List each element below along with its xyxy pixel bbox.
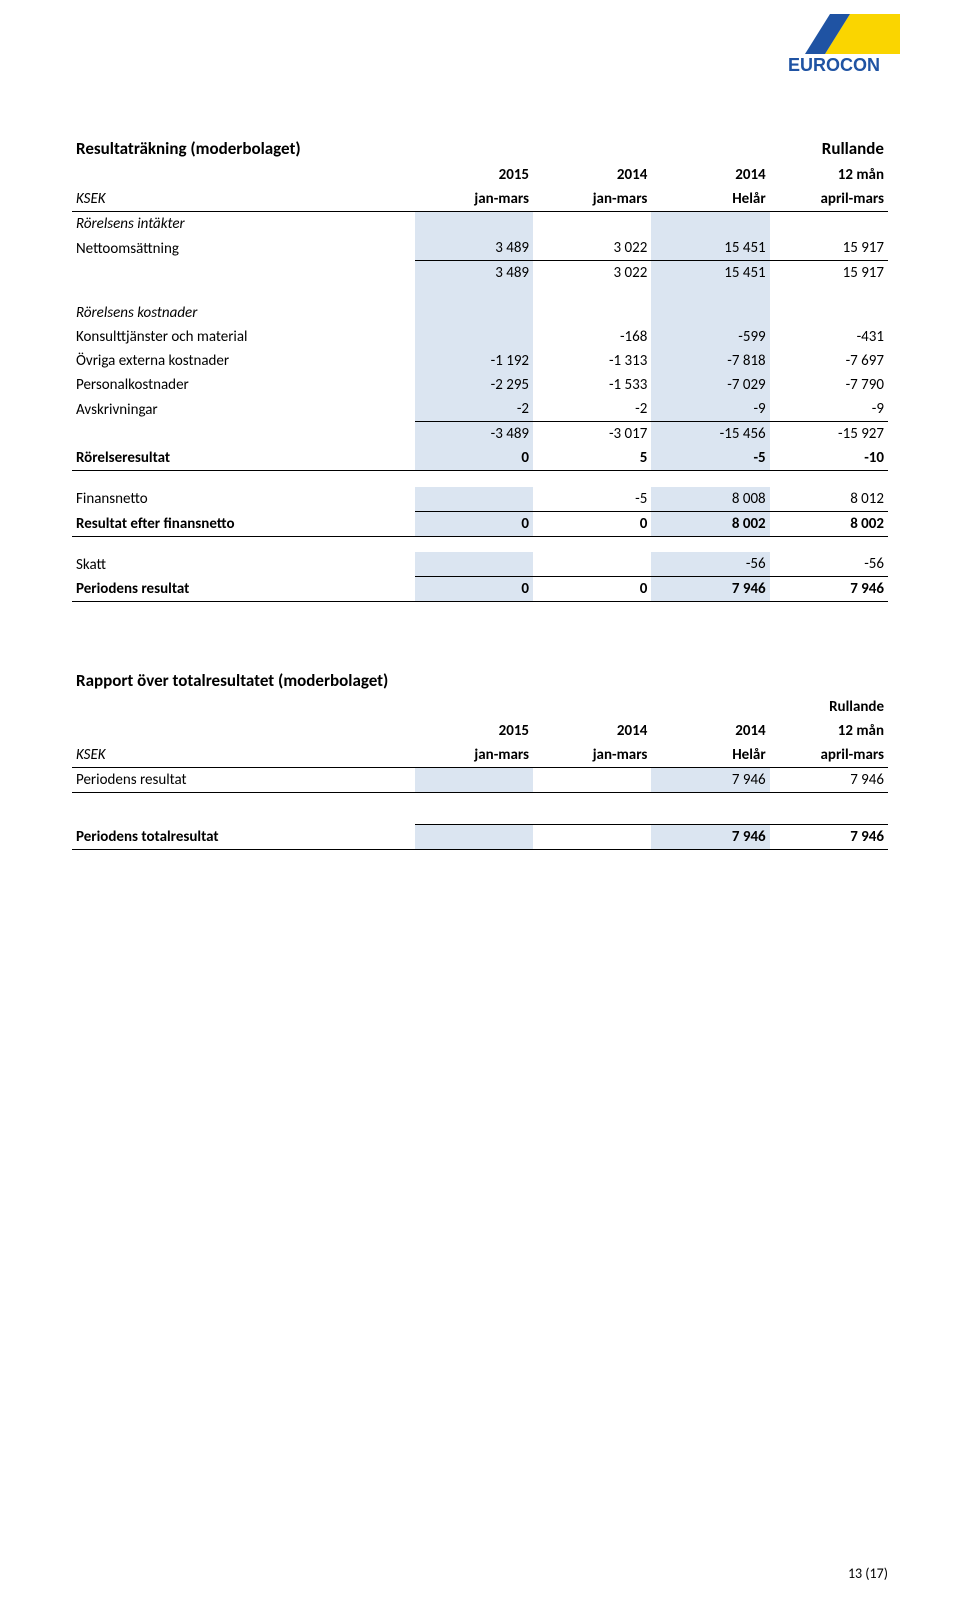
resultat-efter-finansnetto-row: Resultat efter finansnetto — [72, 511, 415, 536]
periodens-totalresultat-row: Periodens totalresultat — [72, 825, 415, 850]
t1-title: Resultaträkning (moderbolaget) — [72, 130, 415, 163]
periodens-resultat-row: Periodens resultat — [72, 577, 415, 602]
total-result-table: Rapport över totalresultatet (moderbolag… — [72, 662, 888, 850]
svg-text:EUROCON: EUROCON — [788, 55, 880, 74]
kostnader-heading: Rörelsens kostnader — [72, 301, 415, 325]
eurocon-logo: EUROCON — [770, 14, 900, 74]
ksek-label: KSEK — [72, 187, 415, 212]
page-number: 13 (17) — [848, 1565, 888, 1582]
t1-title-right: Rullande — [770, 130, 888, 163]
income-statement-table: Resultaträkning (moderbolaget) Rullande … — [72, 130, 888, 602]
t2-title: Rapport över totalresultatet (moderbolag… — [72, 662, 415, 695]
rorelseresultat-row: Rörelseresultat — [72, 446, 415, 471]
intakter-heading: Rörelsens intäkter — [72, 212, 415, 237]
